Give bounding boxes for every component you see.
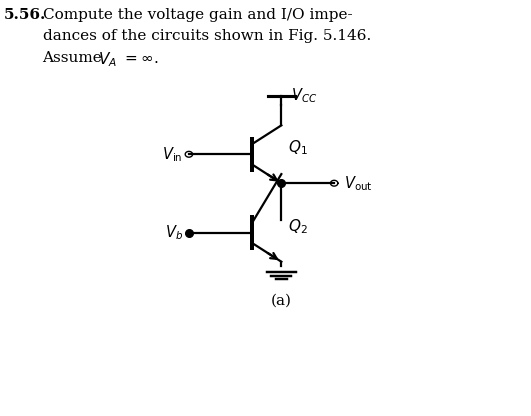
Text: $V_{\rm out}$: $V_{\rm out}$ — [344, 174, 372, 193]
Text: $V_{CC}$: $V_{CC}$ — [291, 86, 317, 105]
Text: $V_A$: $V_A$ — [98, 51, 116, 69]
Text: Compute the voltage gain and I/O impe-: Compute the voltage gain and I/O impe- — [42, 7, 352, 22]
Text: dances of the circuits shown in Fig. 5.146.: dances of the circuits shown in Fig. 5.1… — [42, 29, 371, 43]
Text: $V_{\rm in}$: $V_{\rm in}$ — [162, 145, 183, 163]
Text: $Q_2$: $Q_2$ — [288, 217, 307, 236]
Text: Assume: Assume — [42, 51, 107, 64]
Text: $= \infty.$: $= \infty.$ — [122, 51, 158, 66]
Text: $V_b$: $V_b$ — [165, 223, 183, 242]
Text: $Q_1$: $Q_1$ — [288, 139, 307, 157]
Text: (a): (a) — [271, 294, 292, 307]
Text: 5.56.: 5.56. — [4, 7, 46, 22]
